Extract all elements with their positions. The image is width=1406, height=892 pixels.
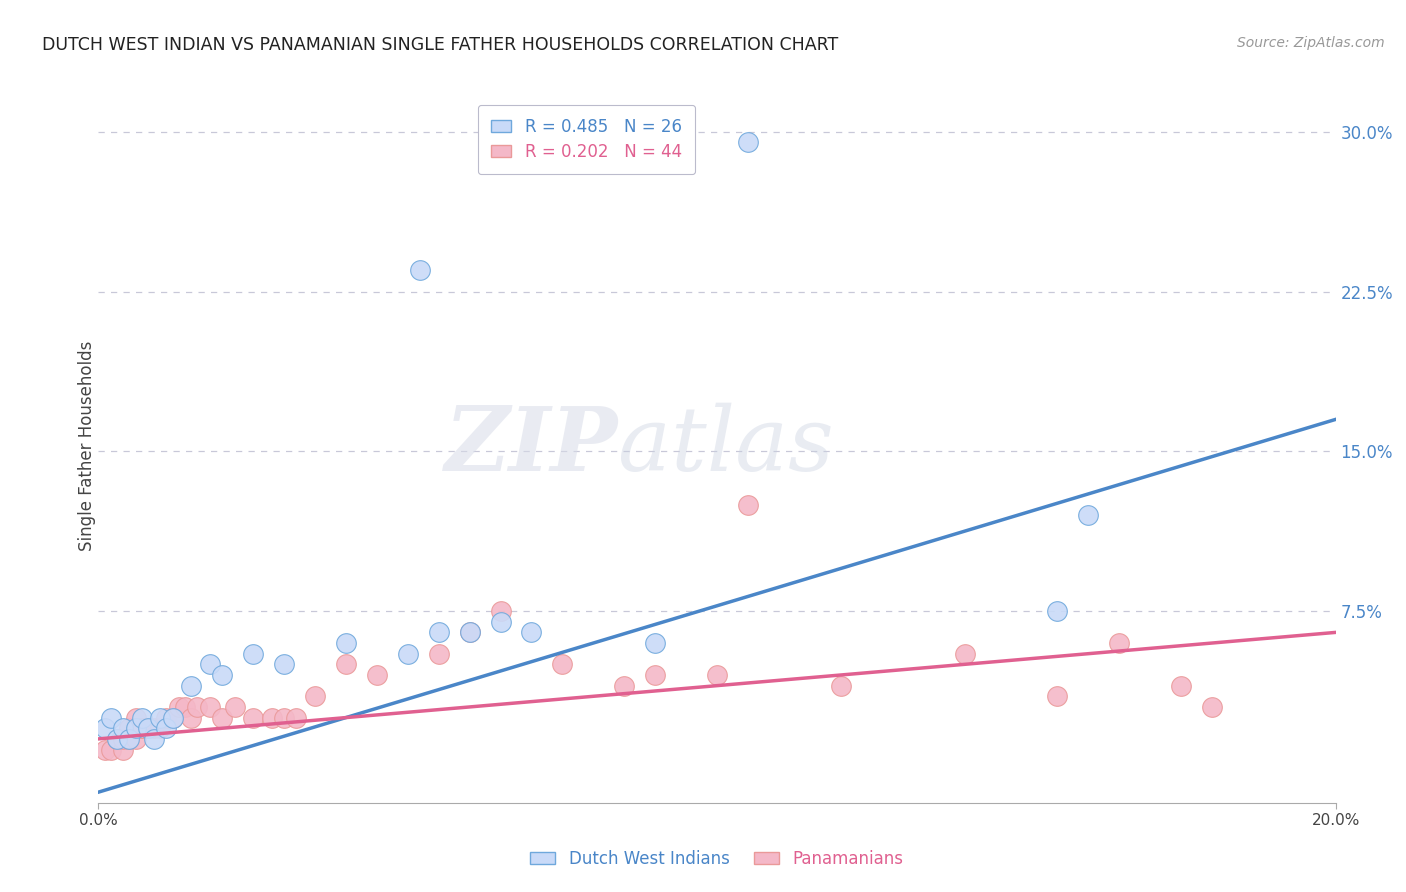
Point [706, 668, 728, 682]
Text: atlas: atlas [619, 402, 834, 490]
Point [737, 498, 759, 512]
Point [427, 647, 450, 661]
Point [136, 721, 159, 735]
Point [1170, 679, 1192, 693]
Point [335, 636, 357, 650]
Point [285, 710, 308, 724]
Point [613, 679, 636, 693]
Point [124, 731, 146, 746]
Point [242, 647, 264, 661]
Point [458, 625, 481, 640]
Point [186, 700, 208, 714]
Point [118, 731, 141, 746]
Point [260, 710, 283, 724]
Point [273, 657, 295, 672]
Text: DUTCH WEST INDIAN VS PANAMANIAN SINGLE FATHER HOUSEHOLDS CORRELATION CHART: DUTCH WEST INDIAN VS PANAMANIAN SINGLE F… [42, 36, 838, 54]
Point [100, 710, 122, 724]
Point [409, 263, 432, 277]
Legend: Dutch West Indians, Panamanians: Dutch West Indians, Panamanians [523, 844, 911, 875]
Point [162, 710, 184, 724]
Point [149, 721, 172, 735]
Point [143, 721, 166, 735]
Point [112, 731, 135, 746]
Point [273, 710, 295, 724]
Point [100, 742, 122, 756]
Point [124, 710, 146, 724]
Point [105, 731, 128, 746]
Point [366, 668, 388, 682]
Point [1077, 508, 1099, 523]
Point [304, 690, 326, 704]
Point [1108, 636, 1130, 650]
Point [520, 625, 543, 640]
Point [489, 604, 512, 618]
Point [427, 625, 450, 640]
Y-axis label: Single Father Households: Single Father Households [79, 341, 96, 551]
Point [105, 731, 128, 746]
Point [335, 657, 357, 672]
Legend: R = 0.485   N = 26, R = 0.202   N = 44: R = 0.485 N = 26, R = 0.202 N = 44 [478, 104, 695, 174]
Point [112, 721, 135, 735]
Point [180, 679, 202, 693]
Point [198, 700, 221, 714]
Point [489, 615, 512, 629]
Point [155, 710, 177, 724]
Point [211, 710, 233, 724]
Point [644, 668, 666, 682]
Point [131, 721, 153, 735]
Point [118, 721, 141, 735]
Point [396, 647, 419, 661]
Text: Source: ZipAtlas.com: Source: ZipAtlas.com [1237, 36, 1385, 50]
Point [124, 721, 146, 735]
Point [174, 700, 197, 714]
Point [143, 731, 166, 746]
Point [131, 710, 153, 724]
Point [1046, 690, 1069, 704]
Point [953, 647, 976, 661]
Point [198, 657, 221, 672]
Point [180, 710, 202, 724]
Point [830, 679, 852, 693]
Point [211, 668, 233, 682]
Point [551, 657, 574, 672]
Point [644, 636, 666, 650]
Point [131, 721, 153, 735]
Point [118, 731, 141, 746]
Point [1201, 700, 1223, 714]
Point [162, 710, 184, 724]
Point [93, 742, 115, 756]
Point [224, 700, 246, 714]
Point [737, 136, 759, 150]
Point [136, 721, 159, 735]
Point [458, 625, 481, 640]
Point [155, 721, 177, 735]
Point [242, 710, 264, 724]
Point [93, 721, 115, 735]
Point [149, 710, 172, 724]
Text: ZIP: ZIP [444, 403, 619, 489]
Point [167, 700, 190, 714]
Point [1046, 604, 1069, 618]
Point [112, 742, 135, 756]
